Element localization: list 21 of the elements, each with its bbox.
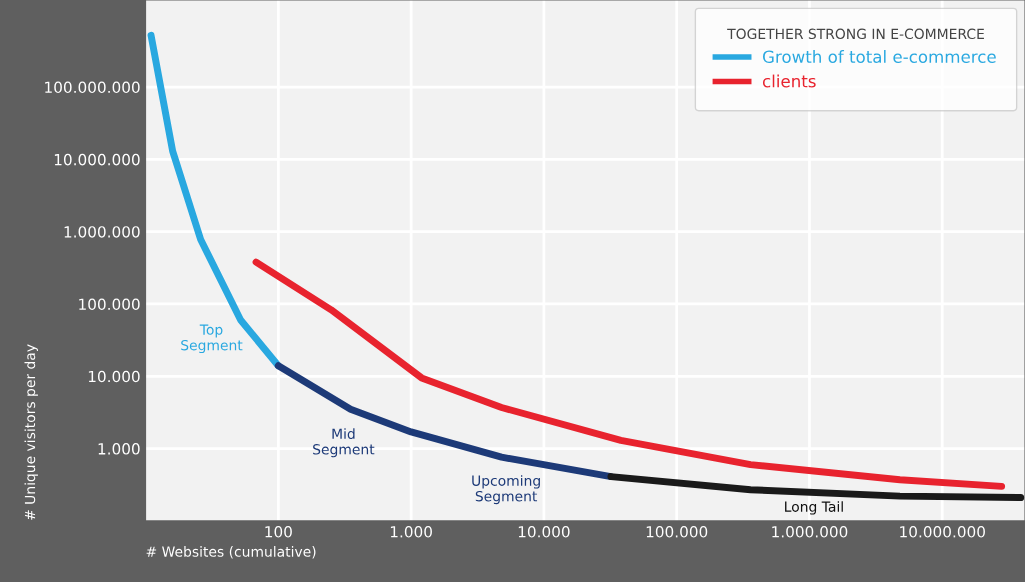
annotation: Mid Segment — [313, 428, 375, 458]
x-tick-label: 10.000 — [518, 526, 570, 538]
y-tick-label: 10.000 — [88, 370, 140, 383]
annotation: Upcoming Segment — [472, 475, 540, 505]
legend-title: TOGETHER STRONG IN E-COMMERCE — [727, 28, 984, 40]
x-tick-label: 100.000 — [646, 526, 708, 538]
x-axis-title: # Websites (cumulative) — [146, 546, 316, 559]
x-tick-label: 10.000.000 — [900, 526, 985, 538]
x-tick-label: 1.000 — [390, 526, 432, 538]
y-tick-label: 10.000.000 — [54, 153, 140, 166]
x-tick-label: 100 — [265, 526, 292, 538]
annotation: Top Segment — [181, 324, 243, 354]
y-tick-label: 1.000.000 — [64, 226, 140, 238]
y-tick-label: 100.000 — [79, 298, 140, 310]
y-axis-title: # Unique visitors per day — [24, 344, 38, 520]
annotation: Long Tail — [785, 501, 843, 515]
legend-label: Growth of total e-commerce — [762, 50, 996, 64]
y-tick-label: 1.000 — [98, 443, 140, 455]
x-tick-label: 1.000.000 — [772, 526, 848, 538]
legend-label: clients — [762, 74, 816, 88]
y-tick-label: 100.000.000 — [45, 81, 140, 94]
